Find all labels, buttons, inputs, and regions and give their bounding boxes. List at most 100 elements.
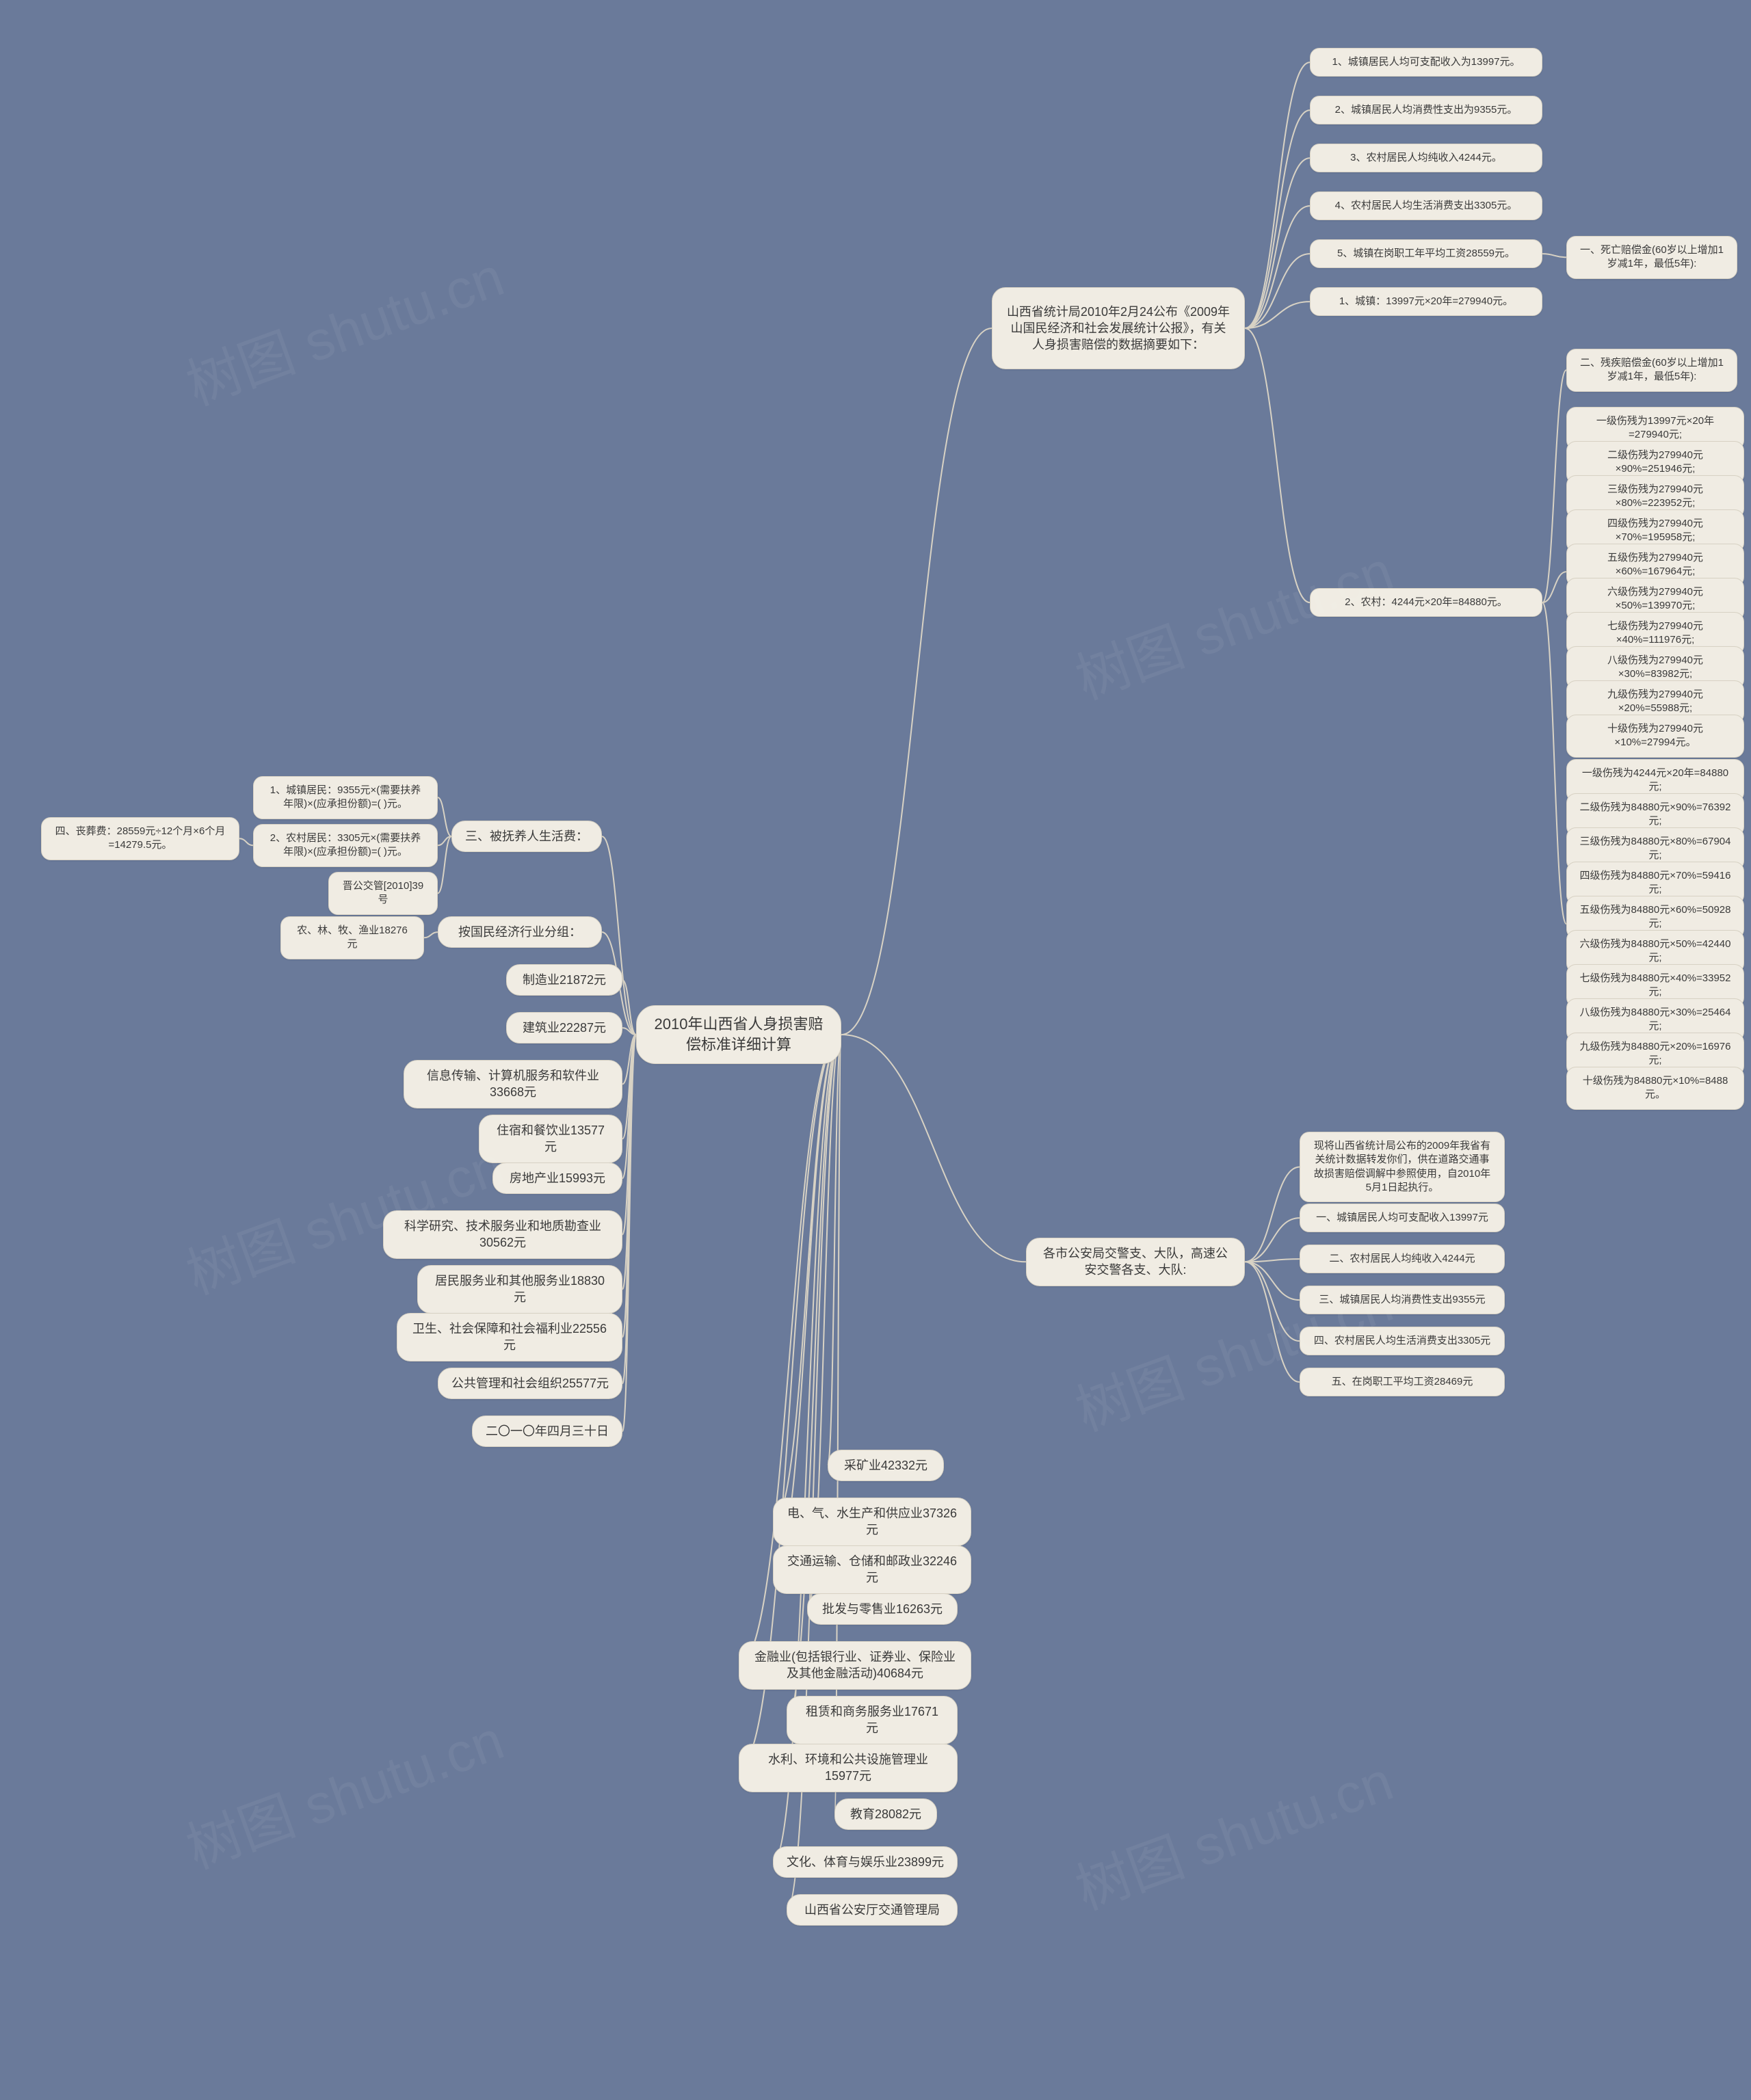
node-label: 采矿业42332元: [844, 1457, 927, 1474]
edge-lf2-misc: [239, 838, 253, 845]
node-j10[interactable]: 山西省公安厅交通管理局: [787, 1894, 958, 1926]
node-s4[interactable]: 4、农村居民人均生活消费支出3305元。: [1310, 191, 1542, 220]
node-s7a[interactable]: 二、残疾赔偿金(60岁以上增加1岁减1年，最低5年):: [1566, 349, 1737, 392]
node-label: 七级伤残为279940元×40%=111976元;: [1579, 620, 1731, 648]
node-i1[interactable]: 制造业21872元: [506, 964, 622, 996]
node-label: 信息传输、计算机服务和软件业33668元: [417, 1067, 609, 1101]
node-life[interactable]: 三、被抚养人生活费：: [451, 821, 602, 852]
node-j8[interactable]: 教育28082元: [834, 1798, 937, 1830]
edge-stat_intro-s6: [1245, 302, 1310, 328]
node-label: 二、农村居民人均纯收入4244元: [1329, 1252, 1475, 1266]
node-label: 三级伤残为279940元×80%=223952元;: [1579, 483, 1731, 511]
node-j5[interactable]: 金融业(包括银行业、证券业、保险业及其他金融活动)40684元: [739, 1641, 971, 1690]
edge-police-p1: [1245, 1218, 1300, 1262]
node-label: 3、农村居民人均纯收入4244元。: [1350, 151, 1502, 165]
node-ig0[interactable]: 农、林、牧、渔业18276元: [280, 916, 424, 959]
node-label: 二级伤残为279940元×90%=251946元;: [1579, 449, 1731, 477]
node-s6[interactable]: 1、城镇：13997元×20年=279940元。: [1310, 287, 1542, 316]
node-stat_intro[interactable]: 山西省统计局2010年2月24公布《2009年山国民经济和社会发展统计公报》，有…: [992, 287, 1245, 369]
edge-center-i1: [622, 980, 636, 1035]
node-j3[interactable]: 交通运输、仓储和邮政业32246元: [773, 1545, 971, 1594]
node-label: 现将山西省统计局公布的2009年我省有关统计数据转发你们，供在道路交通事故损害赔…: [1313, 1139, 1492, 1195]
node-i8[interactable]: 卫生、社会保障和社会福利业22556元: [397, 1313, 622, 1361]
node-label: 四级伤残为84880元×70%=59416元;: [1579, 869, 1731, 897]
edge-s7-s7a: [1542, 370, 1566, 602]
node-ind_group[interactable]: 按国民经济行业分组：: [438, 916, 602, 948]
node-j7[interactable]: 水利、环境和公共设施管理业15977元: [739, 1744, 958, 1792]
node-lf3[interactable]: 晋公交管[2010]39号: [328, 872, 438, 915]
node-p2[interactable]: 二、农村居民人均纯收入4244元: [1300, 1245, 1505, 1273]
edge-s5-s5a: [1542, 254, 1566, 257]
edge-stat_intro-s5: [1245, 254, 1310, 328]
node-label: 批发与零售业16263元: [822, 1601, 943, 1617]
edge-s7-urban_res: [1542, 572, 1566, 602]
node-label: 山西省公安厅交通管理局: [804, 1902, 940, 1918]
node-label: 五、在岗职工平均工资28469元: [1332, 1375, 1473, 1389]
node-label: 一、死亡赔偿金(60岁以上增加1岁减1年，最低5年):: [1579, 243, 1724, 271]
edge-stat_intro-s3: [1245, 158, 1310, 328]
node-i4[interactable]: 住宿和餐饮业13577元: [479, 1115, 622, 1163]
node-p5[interactable]: 五、在岗职工平均工资28469元: [1300, 1368, 1505, 1396]
edge-ind_group-ig0: [424, 932, 438, 938]
edge-center-j2: [773, 1035, 841, 1521]
node-s3[interactable]: 3、农村居民人均纯收入4244元。: [1310, 144, 1542, 172]
edge-center-stat_intro: [841, 328, 992, 1035]
node-label: 科学研究、技术服务业和地质勘查业30562元: [396, 1218, 609, 1251]
edge-stat_intro-s1: [1245, 62, 1310, 328]
node-i9[interactable]: 公共管理和社会组织25577元: [438, 1368, 622, 1399]
node-j4[interactable]: 批发与零售业16263元: [807, 1593, 958, 1625]
node-label: 一级伤残为4244元×20年=84880元;: [1579, 767, 1731, 795]
node-i6[interactable]: 科学研究、技术服务业和地质勘查业30562元: [383, 1210, 622, 1259]
edge-center-i2: [622, 1028, 636, 1035]
edge-center-i3: [622, 1035, 636, 1084]
edge-stat_intro-s2: [1245, 110, 1310, 328]
node-j9[interactable]: 文化、体育与娱乐业23899元: [773, 1846, 958, 1878]
node-label: 建筑业22287元: [523, 1020, 606, 1036]
node-label: 一、城镇居民人均可支配收入13997元: [1316, 1211, 1488, 1225]
node-s5a[interactable]: 一、死亡赔偿金(60岁以上增加1岁减1年，最低5年):: [1566, 236, 1737, 279]
edge-center-j3: [773, 1035, 841, 1569]
node-i5[interactable]: 房地产业15993元: [492, 1162, 622, 1194]
node-j6[interactable]: 租赁和商务服务业17671元: [787, 1696, 958, 1744]
watermark: 树图 shutu.cn: [174, 233, 513, 421]
node-police[interactable]: 各市公安局交警支、大队，高速公安交警各支、大队:: [1026, 1238, 1245, 1286]
node-label: 七级伤残为84880元×40%=33952元;: [1579, 972, 1731, 1000]
node-label: 四级伤残为279940元×70%=195958元;: [1579, 517, 1731, 545]
node-label: 四、丧葬费：28559元÷12个月×6个月=14279.5元。: [54, 825, 226, 853]
node-i3[interactable]: 信息传输、计算机服务和软件业33668元: [404, 1060, 622, 1108]
node-label: 三级伤残为84880元×80%=67904元;: [1579, 835, 1731, 863]
node-p1[interactable]: 一、城镇居民人均可支配收入13997元: [1300, 1204, 1505, 1232]
node-label: 文化、体育与娱乐业23899元: [787, 1854, 944, 1870]
node-s7[interactable]: 2、农村：4244元×20年=84880元。: [1310, 588, 1542, 617]
node-i2[interactable]: 建筑业22287元: [506, 1012, 622, 1044]
node-label: 2、农村：4244元×20年=84880元。: [1345, 596, 1508, 609]
node-p0[interactable]: 现将山西省统计局公布的2009年我省有关统计数据转发你们，供在道路交通事故损害赔…: [1300, 1132, 1505, 1202]
node-label: 九级伤残为84880元×20%=16976元;: [1579, 1040, 1731, 1068]
node-center[interactable]: 2010年山西省人身损害赔偿标准详细计算: [636, 1005, 841, 1064]
node-label: 九级伤残为279940元×20%=55988元;: [1579, 688, 1731, 716]
mindmap-canvas: 2010年山西省人身损害赔偿标准详细计算 山西省统计局2010年2月24公布《20…: [0, 0, 1751, 2100]
node-i10[interactable]: 二〇一〇年四月三十日: [472, 1415, 622, 1447]
node-label: 晋公交管[2010]39号: [341, 879, 425, 907]
node-lf1[interactable]: 1、城镇居民：9355元×(需要扶养年限)×(应承担份额)=( )元。: [253, 776, 438, 819]
node-s5[interactable]: 5、城镇在岗职工年平均工资28559元。: [1310, 239, 1542, 268]
node-lf2[interactable]: 2、农村居民：3305元×(需要扶养年限)×(应承担份额)=( )元。: [253, 824, 438, 867]
node-j1[interactable]: 采矿业42332元: [828, 1450, 944, 1481]
node-misc[interactable]: 四、丧葬费：28559元÷12个月×6个月=14279.5元。: [41, 817, 239, 860]
edge-police-p5: [1245, 1262, 1300, 1382]
node-p4[interactable]: 四、农村居民人均生活消费支出3305元: [1300, 1327, 1505, 1355]
node-u10[interactable]: 十级伤残为279940元×10%=27994元。: [1566, 715, 1744, 758]
node-i7[interactable]: 居民服务业和其他服务业18830元: [417, 1265, 622, 1314]
node-p3[interactable]: 三、城镇居民人均消费性支出9355元: [1300, 1286, 1505, 1314]
watermark: 树图 shutu.cn: [1064, 527, 1402, 715]
node-label: 教育28082元: [850, 1806, 921, 1822]
node-s2[interactable]: 2、城镇居民人均消费性支出为9355元。: [1310, 96, 1542, 124]
node-j2[interactable]: 电、气、水生产和供应业37326元: [773, 1498, 971, 1546]
node-r10[interactable]: 十级伤残为84880元×10%=8488元。: [1566, 1067, 1744, 1110]
node-s1[interactable]: 1、城镇居民人均可支配收入为13997元。: [1310, 48, 1542, 77]
edge-life-lf3: [438, 836, 451, 893]
node-label: 卫生、社会保障和社会福利业22556元: [410, 1320, 609, 1354]
edge-police-p0: [1245, 1167, 1300, 1262]
node-label: 按国民经济行业分组：: [458, 924, 581, 940]
node-label: 2、城镇居民人均消费性支出为9355元。: [1335, 103, 1518, 117]
